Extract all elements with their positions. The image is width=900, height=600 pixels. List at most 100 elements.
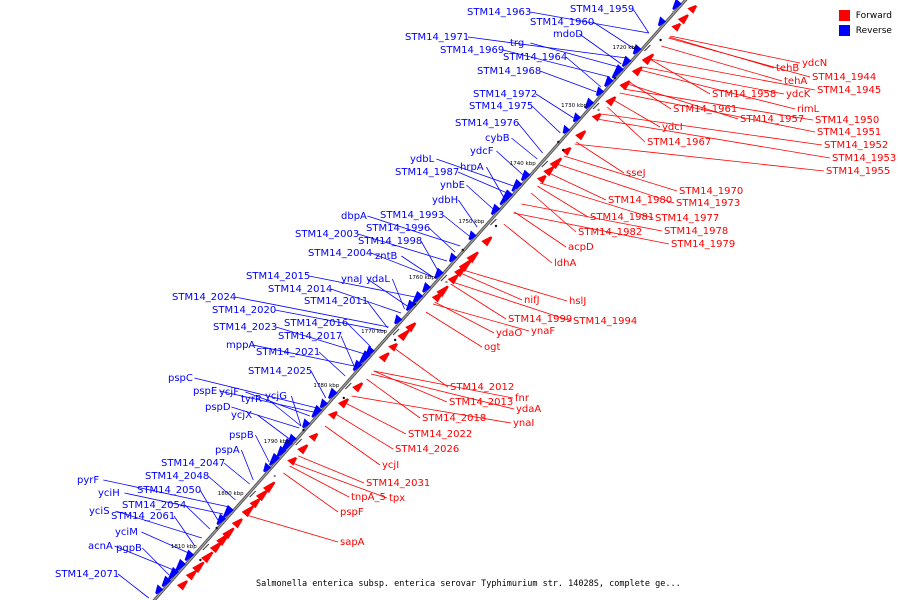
- leader-line-reverse: [173, 515, 196, 547]
- reverse-gene-arrow: [328, 387, 338, 400]
- gene-label-reverse: STM14_2017: [278, 331, 342, 342]
- forward-gene-arrow: [575, 130, 587, 141]
- leader-line-reverse: [275, 326, 365, 355]
- gene-label-forward: ynaI: [513, 418, 534, 429]
- leader-line-forward: [292, 462, 388, 499]
- reverse-gene-arrow: [161, 575, 172, 588]
- reverse-gene-arrow: [449, 252, 458, 263]
- gene-label-reverse: dbpA: [341, 211, 367, 222]
- leader-line-forward: [513, 212, 670, 245]
- leader-line-forward: [514, 211, 567, 248]
- forward-gene-arrow: [185, 570, 197, 581]
- gene-label-reverse: STM14_2054: [122, 500, 186, 511]
- gene-label-reverse: ydcF: [470, 146, 494, 157]
- forward-gene-arrow: [176, 580, 188, 591]
- gene-label-forward: acpD: [568, 242, 594, 253]
- reverse-gene-arrow: [422, 281, 432, 293]
- gene-label-forward: hslJ: [569, 296, 586, 307]
- gene-label-forward: ogt: [484, 342, 500, 353]
- gene-label-forward: STM14_1973: [676, 198, 740, 209]
- reverse-label: Reverse: [855, 25, 892, 36]
- reverse-gene-arrow: [412, 290, 424, 304]
- leader-line-reverse: [458, 199, 478, 228]
- leader-line-reverse: [124, 492, 224, 515]
- leader-line-forward: [613, 99, 661, 128]
- gene-label-forward: STM14_2012: [450, 382, 514, 393]
- reverse-gene-arrow: [490, 203, 501, 216]
- gene-label-reverse: ydbH: [432, 195, 458, 206]
- forward-gene-arrow: [297, 444, 309, 455]
- leader-line-forward: [574, 143, 825, 172]
- track-mark: [393, 338, 397, 342]
- leader-line-reverse: [592, 21, 635, 50]
- gene-label-reverse: STM14_2003: [295, 229, 359, 240]
- gene-label-forward: STM14_1970: [679, 186, 743, 197]
- gene-label-reverse: STM14_1996: [366, 223, 430, 234]
- leader-line-reverse: [535, 93, 574, 119]
- forward-gene-arrow: [605, 96, 617, 107]
- leader-line-forward: [601, 113, 823, 146]
- tick-mark: [644, 44, 651, 52]
- leader-line-forward: [345, 402, 407, 435]
- forward-gene-arrow: [543, 166, 555, 177]
- leader-line-forward: [393, 347, 449, 388]
- leader-line-reverse: [184, 504, 211, 530]
- leader-line-reverse: [579, 33, 622, 65]
- leader-line-forward: [373, 370, 448, 403]
- gene-label-forward: tehB: [776, 63, 799, 74]
- gene-label-forward: STM14_1967: [647, 137, 711, 148]
- track-mark: [514, 188, 518, 192]
- leader-line-forward: [335, 413, 394, 450]
- leader-line-reverse: [370, 252, 433, 278]
- gene-label-reverse: cybB: [485, 133, 510, 144]
- leader-line-forward: [521, 203, 663, 232]
- tick-label: 1800 kbp: [218, 491, 244, 497]
- gene-label-reverse: STM14_2014: [268, 284, 332, 295]
- leader-line-forward: [434, 301, 495, 334]
- gene-label-reverse: ycjF: [219, 387, 239, 398]
- gene-label-forward: rimL: [797, 104, 820, 115]
- forward-gene-arrow: [397, 329, 410, 342]
- gene-label-reverse: pspD: [205, 402, 231, 413]
- gene-label-forward: STM14_1982: [578, 227, 642, 238]
- gene-label-reverse: zntB: [375, 251, 398, 262]
- leader-line-reverse: [496, 150, 524, 176]
- leader-line-reverse: [530, 42, 619, 68]
- gene-label-reverse: STM14_1993: [380, 210, 444, 221]
- leader-line-reverse: [511, 137, 538, 160]
- reverse-gene-arrow: [155, 584, 164, 595]
- track-mark: [672, 10, 675, 14]
- leader-line-reverse: [103, 479, 230, 508]
- gene-label-reverse: STM14_2015: [246, 271, 310, 282]
- gene-label-reverse: yciM: [115, 527, 138, 538]
- track-mark: [597, 108, 600, 112]
- gene-label-forward: STM14_1950: [815, 115, 879, 126]
- leader-line-reverse: [346, 322, 372, 348]
- forward-gene-arrow: [231, 518, 243, 529]
- gene-label-reverse: mdoD: [553, 29, 583, 40]
- leader-line-reverse: [234, 296, 389, 328]
- reverse-gene-arrow: [263, 462, 272, 473]
- kbp-ticks: 1720 kbp 1730 kbp 1740 kbp 1750 kbp 1760 kbp…: [171, 44, 651, 551]
- forward-gene-arrow: [561, 147, 572, 156]
- leader-line-reverse: [194, 377, 318, 409]
- gene-label-reverse: STM14_2047: [161, 458, 225, 469]
- tick-mark: [592, 102, 600, 110]
- tick-mark: [295, 438, 303, 446]
- forward-gene-arrow: [405, 322, 417, 333]
- reverse-gene-arrow: [604, 75, 614, 88]
- leader-line-forward: [661, 45, 783, 82]
- track-mark: [273, 474, 276, 478]
- gene-label-forward: pspF: [340, 507, 364, 518]
- track-mark: [557, 140, 560, 144]
- reverse-gene-arrow: [562, 124, 571, 134]
- leader-line-forward: [670, 35, 801, 64]
- leader-line-reverse: [117, 573, 150, 599]
- reverse-gene-arrow: [434, 267, 444, 280]
- gene-label-forward: ydcK: [786, 89, 811, 100]
- gene-label-forward: STM14_2013: [449, 397, 513, 408]
- forward-gene-arrow: [308, 433, 319, 442]
- forward-gene-arrow: [481, 236, 493, 247]
- forward-gene-arrow: [287, 457, 298, 466]
- leader-line-forward: [283, 472, 339, 513]
